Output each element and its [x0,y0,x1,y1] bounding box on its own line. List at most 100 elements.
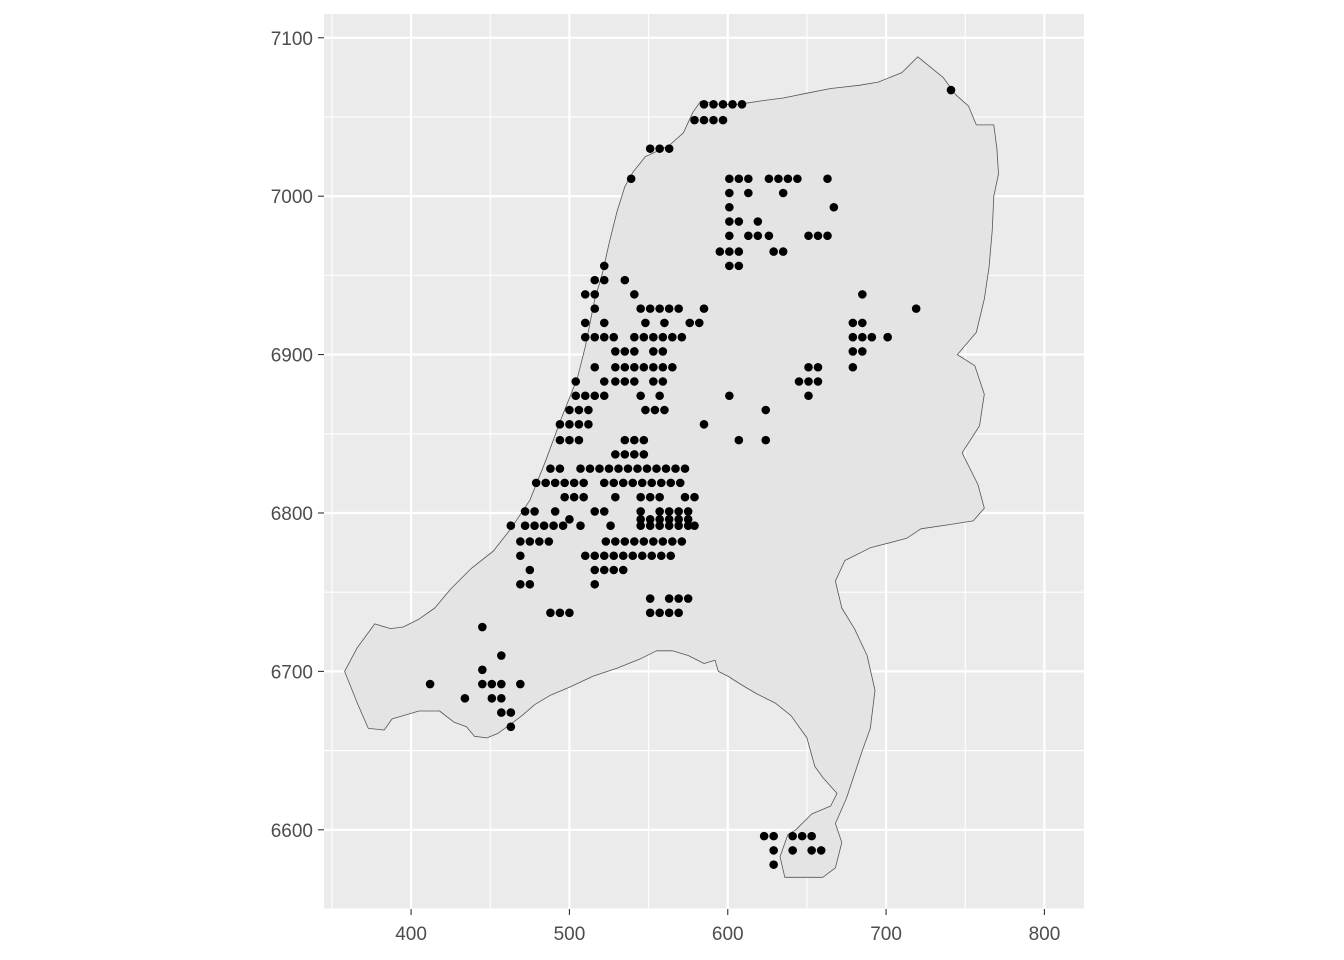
data-point [645,304,655,313]
data-point [645,492,655,502]
data-point [530,507,539,516]
data-point [487,679,497,689]
data-point [560,478,569,488]
data-point [674,507,683,516]
data-point [574,405,584,415]
data-point [639,537,649,546]
data-point [655,608,664,618]
data-point [649,537,658,546]
data-point [546,464,555,473]
data-point [645,144,655,153]
data-point [664,521,674,530]
data-point [709,115,718,125]
data-point [599,565,609,575]
data-point [618,478,628,488]
data-point [807,831,816,841]
data-point [664,507,674,516]
data-point [609,478,619,488]
data-point [848,347,858,356]
data-point [680,492,690,502]
data-point [699,115,709,125]
data-point [565,419,574,429]
data-point [569,492,579,502]
data-point [778,188,788,198]
data-point [655,515,664,524]
data-point [647,478,657,488]
data-point [618,565,628,575]
data-point [478,679,487,689]
data-point [848,318,858,328]
data-point [639,435,649,445]
data-point [609,551,619,561]
data-point [525,565,535,575]
data-point [497,651,506,660]
data-point [636,507,645,516]
data-point [516,537,525,546]
data-point [539,521,549,530]
data-point [718,115,728,125]
data-point [576,521,585,530]
data-point [829,202,839,212]
data-point [661,464,671,473]
data-point [778,247,788,256]
data-point [664,594,674,603]
data-point [744,188,753,198]
data-point [734,435,744,445]
data-point [759,831,769,841]
data-point [655,304,664,313]
data-point [813,362,823,372]
data-point [544,537,554,546]
data-point [571,377,581,386]
data-point [725,247,734,256]
data-point [611,362,620,372]
data-point [626,174,636,184]
data-point [549,521,558,530]
data-point [683,507,693,516]
data-point [478,622,487,632]
data-point [590,290,600,299]
data-point [611,492,620,502]
data-point [620,347,630,356]
data-point [774,174,783,184]
data-point [690,115,699,125]
data-point [565,515,574,524]
y-tick-label: 6900 [271,346,313,367]
data-point [699,304,709,313]
data-point [744,231,753,241]
data-point [683,594,693,603]
data-point [630,537,639,546]
data-point [690,492,699,502]
data-point [658,332,668,342]
data-point [911,304,921,313]
data-point [769,860,778,869]
data-point [645,521,655,530]
data-point [734,261,744,271]
data-point [725,202,734,212]
data-point [683,521,693,530]
x-tick-label: 600 [712,924,744,945]
data-point [658,362,668,372]
data-point [555,608,565,618]
data-point [595,464,604,473]
data-point [425,679,435,689]
data-point [630,332,639,342]
data-point [764,174,774,184]
data-point [816,846,826,855]
data-point [641,318,650,328]
data-point [630,377,639,386]
data-point [606,521,615,530]
data-point [609,332,619,342]
data-point [788,831,797,841]
data-point [569,478,579,488]
data-point [655,507,664,516]
data-point [580,290,590,299]
data-point [804,362,813,372]
data-point [623,464,633,473]
data-point [649,332,658,342]
data-point [520,521,530,530]
data-point [620,435,630,445]
data-point [769,247,778,256]
data-point [658,377,668,386]
data-point [804,391,813,401]
data-point [690,521,699,530]
